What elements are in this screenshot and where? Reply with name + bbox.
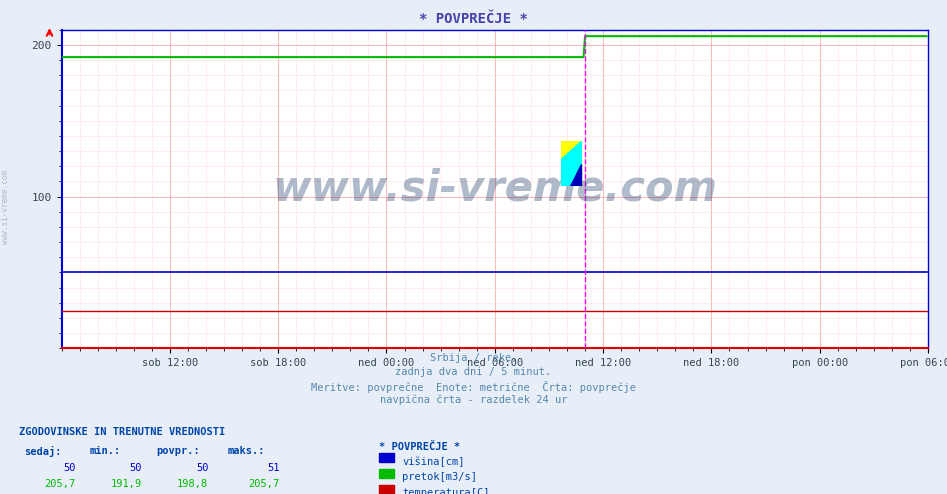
Bar <box>562 141 581 186</box>
Text: 191,9: 191,9 <box>111 479 142 489</box>
Text: sedaj:: sedaj: <box>24 446 62 457</box>
Text: * POVPREČJE *: * POVPREČJE * <box>379 442 460 452</box>
Text: www.si-vreme.com: www.si-vreme.com <box>273 168 717 210</box>
Polygon shape <box>570 164 581 186</box>
Text: višina[cm]: višina[cm] <box>402 456 465 467</box>
Text: pretok[m3/s]: pretok[m3/s] <box>402 472 477 482</box>
Text: 51: 51 <box>267 463 279 473</box>
Text: 198,8: 198,8 <box>177 479 208 489</box>
Text: temperatura[C]: temperatura[C] <box>402 488 490 494</box>
Text: * POVPREČJE *: * POVPREČJE * <box>420 12 527 26</box>
Text: povpr.:: povpr.: <box>156 446 200 456</box>
Text: ZGODOVINSKE IN TRENUTNE VREDNOSTI: ZGODOVINSKE IN TRENUTNE VREDNOSTI <box>19 427 225 437</box>
Text: 50: 50 <box>63 463 76 473</box>
Text: Srbija / reke.: Srbija / reke. <box>430 353 517 363</box>
Text: 205,7: 205,7 <box>248 479 279 489</box>
Text: 50: 50 <box>196 463 208 473</box>
Text: navpična črta - razdelek 24 ur: navpična črta - razdelek 24 ur <box>380 395 567 405</box>
Polygon shape <box>562 141 581 186</box>
Text: maks.:: maks.: <box>227 446 265 456</box>
Text: www.si-vreme.com: www.si-vreme.com <box>1 170 10 245</box>
Text: Meritve: povprečne  Enote: metrične  Črta: povprečje: Meritve: povprečne Enote: metrične Črta:… <box>311 381 636 393</box>
Text: zadnja dva dni / 5 minut.: zadnja dva dni / 5 minut. <box>396 367 551 377</box>
Text: 50: 50 <box>130 463 142 473</box>
Text: min.:: min.: <box>90 446 121 456</box>
Text: 205,7: 205,7 <box>45 479 76 489</box>
